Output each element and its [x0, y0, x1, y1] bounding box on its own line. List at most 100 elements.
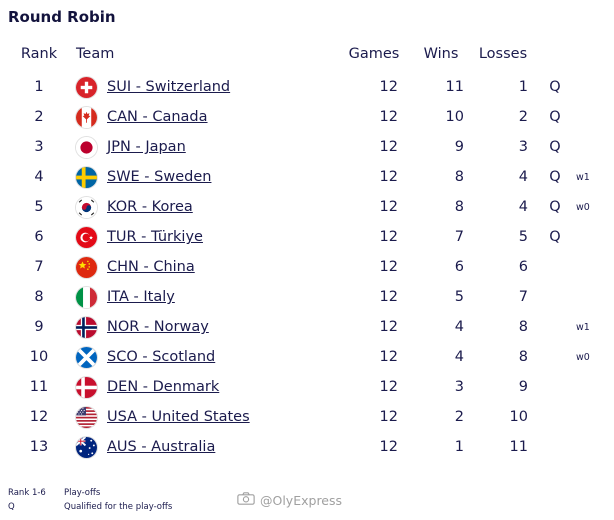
- rank-value: 2: [34, 109, 44, 125]
- note-value: w1: [576, 321, 590, 333]
- table-row: 2 CAN - Canada 12 10 2 Q: [8, 102, 606, 132]
- team-link[interactable]: AUS - Australia: [107, 439, 216, 455]
- legend-rank-row: Rank 1-6 Play-offs: [8, 486, 172, 500]
- team-link[interactable]: ITA - Italy: [107, 289, 175, 305]
- games-value: 12: [379, 199, 398, 215]
- games-value: 12: [379, 379, 398, 395]
- team-link[interactable]: JPN - Japan: [107, 139, 186, 155]
- qualified-badge: Q: [549, 79, 561, 95]
- team-cell: TUR - Türkiye: [70, 226, 340, 248]
- flag-icon-norway: [76, 316, 97, 338]
- team-link[interactable]: SUI - Switzerland: [107, 79, 231, 95]
- table-row: 6 TUR - Türkiye 12 7 5 Q: [8, 222, 606, 252]
- flag-icon-japan: [76, 136, 97, 158]
- wins-value: 1: [454, 439, 464, 455]
- legend-q-row: Q Qualified for the play-offs: [8, 500, 172, 514]
- team-link[interactable]: KOR - Korea: [107, 199, 193, 215]
- team-cell: CAN - Canada: [70, 106, 340, 128]
- team-cell: JPN - Japan: [70, 136, 340, 158]
- games-value: 12: [379, 229, 398, 245]
- qualified-badge: Q: [549, 109, 561, 125]
- losses-value: 10: [509, 409, 528, 425]
- games-value: 12: [379, 79, 398, 95]
- wins-value: 11: [445, 79, 464, 95]
- team-link[interactable]: SWE - Sweden: [107, 169, 212, 185]
- header-rank: Rank: [20, 46, 58, 62]
- team-cell: ITA - Italy: [70, 286, 340, 308]
- team-link[interactable]: USA - United States: [107, 409, 250, 425]
- rank-value: 4: [34, 169, 44, 185]
- wins-value: 7: [454, 229, 464, 245]
- losses-value: 11: [509, 439, 528, 455]
- games-value: 12: [379, 109, 398, 125]
- wins-value: 3: [454, 379, 464, 395]
- games-value: 12: [379, 259, 398, 275]
- table-header-row: Rank Team Games Wins Losses: [8, 42, 606, 66]
- page-title: Round Robin: [8, 8, 116, 26]
- rank-value: 3: [34, 139, 44, 155]
- losses-value: 7: [518, 289, 528, 305]
- header-games: Games: [348, 46, 400, 62]
- wins-value: 5: [454, 289, 464, 305]
- team-link[interactable]: TUR - Türkiye: [107, 229, 203, 245]
- standings-table: Rank Team Games Wins Losses 1 SUI - Swit…: [8, 42, 606, 462]
- wins-value: 2: [454, 409, 464, 425]
- flag-icon-china: [76, 256, 97, 278]
- games-value: 12: [379, 139, 398, 155]
- legend: Rank 1-6 Play-offs Q Qualified for the p…: [8, 486, 172, 514]
- losses-value: 3: [518, 139, 528, 155]
- team-cell: KOR - Korea: [70, 196, 340, 218]
- games-value: 12: [379, 439, 398, 455]
- camera-icon: [237, 492, 255, 508]
- games-value: 12: [379, 409, 398, 425]
- wins-value: 8: [454, 199, 464, 215]
- team-cell: SWE - Sweden: [70, 166, 340, 188]
- table-row: 8 ITA - Italy 12 5 7: [8, 282, 606, 312]
- note-value: w0: [576, 201, 590, 213]
- team-link[interactable]: CAN - Canada: [107, 109, 208, 125]
- losses-value: 8: [518, 349, 528, 365]
- round-robin-page: Round Robin Rank Team Games Wins Losses …: [8, 8, 606, 462]
- losses-value: 1: [518, 79, 528, 95]
- qualified-badge: Q: [549, 229, 561, 245]
- games-value: 12: [379, 349, 398, 365]
- rank-value: 13: [29, 439, 49, 455]
- team-link[interactable]: CHN - China: [107, 259, 195, 275]
- legend-rank-key: Rank 1-6: [8, 487, 46, 498]
- table-row: 12 USA - United States 12 2 10: [8, 402, 606, 432]
- losses-value: 9: [518, 379, 528, 395]
- rank-value: 1: [34, 79, 44, 95]
- watermark-handle: @OlyExpress: [260, 492, 343, 508]
- legend-q-desc: Qualified for the play-offs: [64, 501, 173, 512]
- team-cell: NOR - Norway: [70, 316, 340, 338]
- table-row: 11 DEN - Denmark 12 3 9: [8, 372, 606, 402]
- losses-value: 2: [518, 109, 528, 125]
- table-row: 1 SUI - Switzerland 12 11 1 Q: [8, 72, 606, 102]
- games-value: 12: [379, 289, 398, 305]
- table-row: 7 CHN - China 12 6 6: [8, 252, 606, 282]
- rank-value: 8: [34, 289, 44, 305]
- team-cell: CHN - China: [70, 256, 340, 278]
- rank-value: 12: [29, 409, 49, 425]
- flag-icon-united-states: [76, 406, 97, 428]
- team-cell: USA - United States: [70, 406, 340, 428]
- watermark: @OlyExpress: [237, 492, 342, 508]
- team-cell: AUS - Australia: [70, 436, 340, 458]
- team-cell: DEN - Denmark: [70, 376, 340, 398]
- legend-rank-desc: Play-offs: [64, 487, 101, 498]
- team-link[interactable]: SCO - Scotland: [107, 349, 216, 365]
- losses-value: 4: [518, 199, 528, 215]
- table-row: 5 KOR - Korea 12 8 4 Q w0: [8, 192, 606, 222]
- team-cell: SUI - Switzerland: [70, 76, 340, 98]
- games-value: 12: [379, 169, 398, 185]
- flag-icon-australia: [76, 436, 97, 458]
- rank-value: 6: [34, 229, 44, 245]
- rank-value: 5: [34, 199, 44, 215]
- team-link[interactable]: NOR - Norway: [107, 319, 209, 335]
- table-row: 13 AUS - Australia 12 1 11: [8, 432, 606, 462]
- table-row: 9 NOR - Norway 12 4 8 w1: [8, 312, 606, 342]
- losses-value: 4: [518, 169, 528, 185]
- rank-value: 11: [29, 379, 49, 395]
- team-link[interactable]: DEN - Denmark: [107, 379, 220, 395]
- flag-icon-scotland: [76, 346, 97, 368]
